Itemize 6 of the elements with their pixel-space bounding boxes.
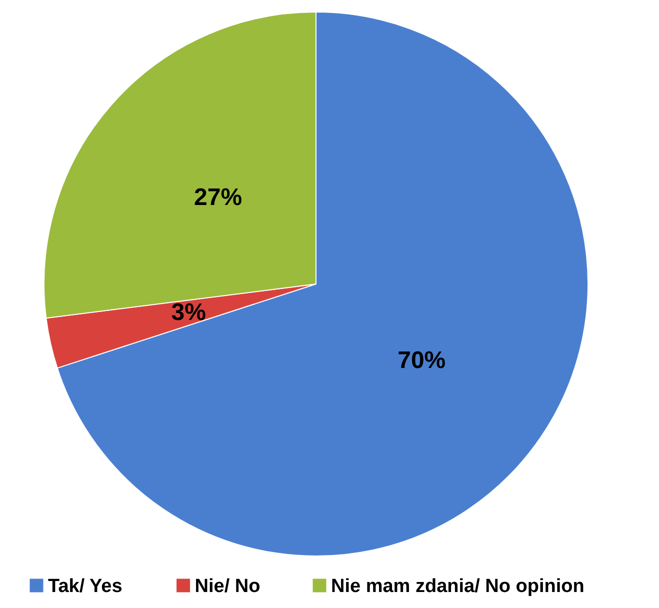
data-label: 70%	[398, 347, 446, 374]
legend-label: Nie/ No	[194, 576, 260, 597]
legend-label: Nie mam zdania/ No opinion	[331, 576, 584, 597]
data-label: 27%	[194, 184, 242, 212]
data-label: 3%	[171, 298, 206, 326]
legend-label: Tak/ Yes	[48, 576, 122, 597]
